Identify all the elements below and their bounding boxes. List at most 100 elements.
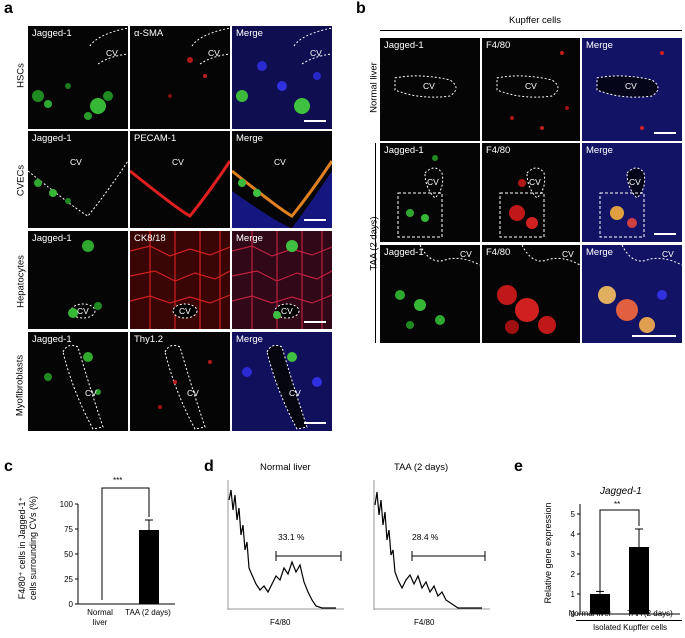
histogram-normal [227, 480, 344, 610]
cv-label: CV [529, 177, 541, 187]
cv-label: CV [172, 157, 184, 167]
cv-label: CV [289, 388, 301, 398]
y-tick-label: 2 [571, 570, 576, 579]
d1-title: Normal liver [260, 462, 311, 473]
tile-label: F4/80 [486, 40, 511, 51]
c-xlabel-normal: Normal liver [78, 608, 122, 628]
cv-label: CV [423, 81, 435, 91]
panel-c-sig: *** [113, 476, 123, 485]
e-footer-line [576, 620, 682, 621]
tile-b1-jagged: Jagged-1 CV [380, 38, 480, 141]
bar [139, 530, 159, 604]
panel-c-ylabel: F4/80⁺ cells in Jagged-1⁺ cells surround… [17, 458, 39, 638]
row-label-normal-liver: Normal liver [368, 62, 380, 113]
tile-a4-thy: Thy1.2 CV [130, 332, 230, 431]
cv-label: CV [281, 306, 293, 316]
tile-label: Jagged-1 [384, 247, 424, 258]
x-tick-label: liver [92, 618, 108, 627]
tile-a2-jagged: Jagged-1 CV [28, 131, 128, 228]
cv-label: CV [179, 306, 191, 316]
scale-bar [654, 132, 676, 134]
tile-b1-merge: Merge CV [582, 38, 682, 141]
ylabel-line2: cells surrounding CVs (%) [28, 495, 38, 601]
significance-bracket [599, 509, 640, 610]
row-label-taa: TAA (2 days) [368, 216, 380, 271]
y-tick-label: 4 [571, 530, 576, 539]
panel-a-letter: a [4, 0, 13, 17]
histogram-trace [374, 491, 482, 609]
scale-bar [304, 120, 326, 122]
panel-d-letter: d [204, 458, 214, 475]
tile-label: Merge [236, 233, 263, 244]
y-tick-label: 0 [69, 600, 74, 609]
tile-label: Jagged-1 [384, 145, 424, 156]
tile-label: α-SMA [134, 28, 164, 39]
panel-e-title: Jagged-1 [600, 486, 642, 497]
row-label-hscs: HSCs [15, 63, 27, 88]
cv-label: CV [662, 249, 674, 259]
histogram-taa [373, 480, 490, 610]
tile-a3-merge: Merge CV [232, 231, 332, 329]
tile-a3-ck: CK8/18 CV [130, 231, 230, 329]
significance-bracket [101, 487, 150, 600]
kupffer-header: Kupffer cells [508, 15, 562, 26]
y-tick-label: 75 [64, 525, 73, 534]
cv-label: CV [460, 249, 472, 259]
tile-label: F4/80 [486, 247, 511, 258]
cv-label: CV [187, 388, 199, 398]
tile-b3-jagged: Jagged-1 CV [380, 245, 480, 343]
x-tick-label: Normal [87, 608, 113, 617]
tile-label: Thy1.2 [134, 334, 164, 345]
row-label-cvecs: CVECs [15, 164, 27, 197]
panel-e-sig: ** [614, 500, 621, 509]
cv-label: CV [525, 81, 537, 91]
y-tick-label: 100 [60, 500, 74, 509]
tile-b3-merge: Merge CV [582, 245, 682, 343]
row-label-hepatocytes: Hepatocytes [15, 255, 27, 308]
cv-label: CV [629, 177, 641, 187]
tile-label: F4/80 [486, 145, 511, 156]
panel-e-chart: 0 1 2 3 4 5 [571, 504, 680, 619]
y-tick-label: 5 [571, 510, 576, 519]
tile-label: Merge [236, 133, 263, 144]
y-tick-label: 25 [64, 575, 73, 584]
tile-b2-f480: F4/80 CV [482, 143, 580, 242]
y-tick-label: 1 [571, 590, 576, 599]
tile-b2-merge: Merge CV [582, 143, 682, 242]
cv-label: CV [274, 157, 286, 167]
tile-label: Merge [236, 334, 263, 345]
taa-bracket [375, 143, 376, 343]
tile-b2-jagged: Jagged-1 CV [380, 143, 480, 242]
tile-a4-jagged: Jagged-1 CV [28, 332, 128, 431]
scale-bar [304, 422, 326, 424]
tile-b1-f480: F4/80 CV [482, 38, 580, 141]
histogram-trace [228, 489, 336, 609]
tile-a1-merge: Merge CV [232, 26, 332, 129]
cv-label: CV [310, 48, 322, 58]
tile-a1-jagged: Jagged-1 CV [28, 26, 128, 129]
e-xlabel-normal: Normal liver [568, 609, 612, 618]
scale-bar [304, 321, 326, 323]
tile-label: PECAM-1 [134, 133, 177, 144]
d2-title: TAA (2 days) [394, 462, 449, 473]
tile-label: Jagged-1 [32, 233, 72, 244]
cv-label: CV [427, 177, 439, 187]
tile-label: CK8/18 [134, 233, 166, 244]
tile-label: Merge [586, 145, 613, 156]
tile-label: Jagged-1 [32, 133, 72, 144]
d2-xlabel: F4/80 [414, 618, 435, 627]
y-tick-label: 3 [571, 550, 576, 559]
y-tick-label: 0 [571, 610, 576, 619]
tile-label: Merge [586, 40, 613, 51]
e-xlabel-taa: TAA (2 days) [627, 609, 673, 618]
row-label-myofibroblasts: Myofibroblasts [14, 354, 26, 417]
tile-label: Jagged-1 [32, 28, 72, 39]
bar [629, 547, 649, 614]
tile-label: Jagged-1 [384, 40, 424, 51]
cv-label: CV [106, 48, 118, 58]
scale-bar [632, 335, 676, 337]
tile-a4-merge: Merge CV [232, 332, 332, 431]
panel-e-letter: e [514, 458, 523, 475]
scale-bar [654, 233, 676, 235]
ylabel-line1: F4/80⁺ cells in Jagged-1⁺ [17, 496, 27, 600]
